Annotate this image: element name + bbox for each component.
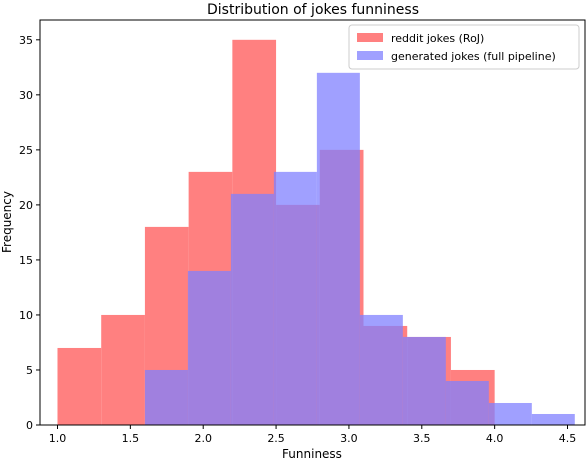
x-tick-label: 1.0	[49, 432, 67, 445]
legend-box	[348, 24, 580, 70]
legend-swatch-0	[357, 33, 383, 42]
y-tick-label: 30	[19, 89, 33, 102]
y-tick-label: 0	[26, 419, 33, 432]
histogram-bar-series-0-bin-1	[101, 314, 145, 425]
plot-frame	[39, 19, 586, 426]
x-tick-label: 3.0	[340, 432, 358, 445]
histogram-bar-series-1-bin-0	[144, 369, 188, 425]
histogram-bar-series-1-bin-2	[230, 193, 274, 425]
x-tick-label: 2.5	[267, 432, 285, 445]
histogram-bar-series-1-bin-4	[316, 72, 360, 426]
x-tick-label: 1.5	[122, 432, 140, 445]
y-tick-label: 25	[19, 144, 33, 157]
histogram-bar-series-1-bin-7	[445, 380, 489, 425]
x-tick-label: 3.5	[413, 432, 431, 445]
legend-swatch-1	[357, 51, 383, 60]
histogram-bar-series-1-bin-1	[187, 270, 231, 425]
y-tick-label: 5	[26, 364, 33, 377]
legend: reddit jokes (RoJ) generated jokes (full …	[348, 24, 580, 70]
y-tick-label: 10	[19, 309, 33, 322]
y-axis-title: Frequency	[0, 191, 14, 253]
chart-title: Distribution of jokes funniness	[207, 2, 419, 18]
y-tick-label: 20	[19, 199, 33, 212]
y-tick-label: 35	[19, 34, 33, 47]
histogram-bar-series-1-bin-8	[488, 402, 532, 425]
histogram-bar-series-1-bin-3	[273, 171, 317, 425]
legend-label-1: generated jokes (full pipeline)	[391, 50, 556, 63]
x-tick-label: 4.5	[559, 432, 577, 445]
histogram-bar-series-1-bin-9	[531, 413, 575, 425]
y-tick-label: 15	[19, 254, 33, 267]
y-axis: 0 5 10 15 20 25 30 35	[19, 34, 40, 432]
histogram-bar-series-1-bin-6	[402, 336, 446, 425]
x-axis: 1.0 1.5 2.0 2.5 3.0 3.5 4.0 4.5	[49, 425, 577, 445]
x-tick-label: 4.0	[486, 432, 504, 445]
histogram-bar-series-1-bin-5	[359, 314, 403, 425]
x-axis-title: Funniness	[282, 447, 342, 460]
x-tick-label: 2.0	[194, 432, 212, 445]
legend-label-0: reddit jokes (RoJ)	[391, 32, 484, 45]
bars-layer	[57, 39, 575, 426]
histogram-bar-series-0-bin-0	[57, 347, 102, 425]
